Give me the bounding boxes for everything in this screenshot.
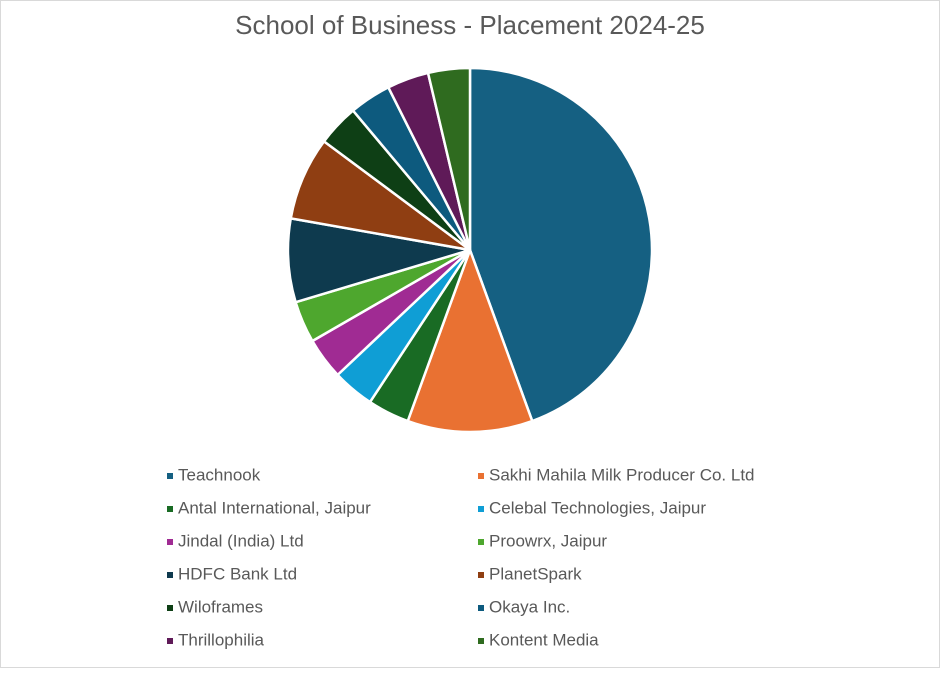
legend-label: Kontent Media xyxy=(489,630,599,649)
legend-swatch xyxy=(478,539,484,545)
legend-label: Sakhi Mahila Milk Producer Co. Ltd xyxy=(489,465,755,484)
legend-swatch xyxy=(167,506,173,512)
legend-label: Teachnook xyxy=(178,465,261,484)
legend-swatch xyxy=(167,572,173,578)
legend-swatch xyxy=(478,506,484,512)
legend-swatch xyxy=(167,539,173,545)
legend-label: HDFC Bank Ltd xyxy=(178,564,297,583)
pie-slice xyxy=(406,246,534,434)
pie-slice xyxy=(426,66,472,251)
legend-swatch xyxy=(478,572,484,578)
legend-swatch xyxy=(167,473,173,479)
pie-slice xyxy=(468,66,654,423)
legend-swatch xyxy=(478,473,484,479)
legend-label: Antal International, Jaipur xyxy=(178,498,371,517)
legend-label: Celebal Technologies, Jaipur xyxy=(489,498,706,517)
legend-label: Okaya Inc. xyxy=(489,597,570,616)
legend-swatch xyxy=(167,605,173,611)
legend-swatch xyxy=(478,638,484,644)
legend-swatch xyxy=(478,605,484,611)
legend-label: Thrillophilia xyxy=(178,630,265,649)
legend-label: Proowrx, Jaipur xyxy=(489,531,607,550)
legend-label: Jindal (India) Ltd xyxy=(178,531,304,550)
legend-swatch xyxy=(167,638,173,644)
legend-label: Wiloframes xyxy=(178,597,263,616)
legend-label: PlanetSpark xyxy=(489,564,582,583)
chart-title: School of Business - Placement 2024-25 xyxy=(235,10,705,40)
